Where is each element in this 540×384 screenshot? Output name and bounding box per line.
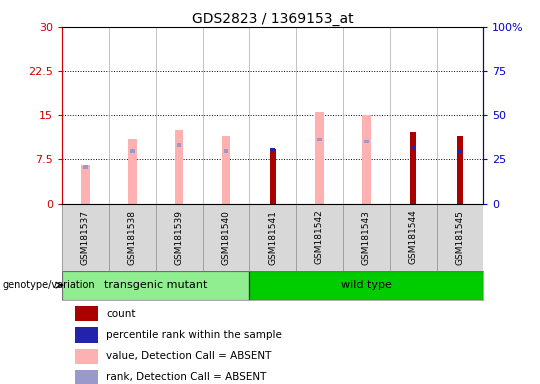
Bar bbox=[62, 271, 249, 300]
Bar bbox=[75, 349, 98, 364]
Bar bbox=[411, 146, 415, 149]
Text: GSM181538: GSM181538 bbox=[128, 210, 137, 265]
Bar bbox=[271, 148, 275, 152]
Bar bbox=[175, 130, 183, 204]
Bar bbox=[130, 149, 134, 153]
Text: count: count bbox=[106, 309, 136, 319]
Bar bbox=[177, 144, 181, 147]
Bar bbox=[457, 136, 463, 204]
Text: GSM181537: GSM181537 bbox=[81, 210, 90, 265]
Bar bbox=[410, 132, 416, 204]
Text: GSM181544: GSM181544 bbox=[409, 210, 417, 265]
Text: rank, Detection Call = ABSENT: rank, Detection Call = ABSENT bbox=[106, 372, 267, 382]
Bar bbox=[222, 136, 230, 204]
Bar bbox=[362, 115, 370, 204]
Title: GDS2823 / 1369153_at: GDS2823 / 1369153_at bbox=[192, 12, 354, 26]
Text: wild type: wild type bbox=[341, 280, 392, 290]
Bar bbox=[75, 370, 98, 384]
Text: GSM181542: GSM181542 bbox=[315, 210, 324, 265]
Bar bbox=[270, 149, 275, 204]
Text: GSM181545: GSM181545 bbox=[455, 210, 464, 265]
Bar bbox=[317, 137, 322, 141]
Bar bbox=[364, 140, 369, 144]
Bar bbox=[315, 112, 323, 204]
Bar bbox=[82, 165, 90, 204]
Text: value, Detection Call = ABSENT: value, Detection Call = ABSENT bbox=[106, 351, 272, 361]
Bar bbox=[249, 271, 483, 300]
Text: percentile rank within the sample: percentile rank within the sample bbox=[106, 330, 282, 340]
Text: GSM181540: GSM181540 bbox=[221, 210, 231, 265]
Text: GSM181541: GSM181541 bbox=[268, 210, 277, 265]
Bar bbox=[128, 139, 137, 204]
Text: GSM181543: GSM181543 bbox=[362, 210, 371, 265]
Bar bbox=[224, 149, 228, 153]
Bar bbox=[457, 149, 462, 153]
Text: transgenic mutant: transgenic mutant bbox=[104, 280, 207, 290]
Text: genotype/variation: genotype/variation bbox=[3, 280, 96, 290]
Text: GSM181539: GSM181539 bbox=[174, 210, 184, 265]
Bar bbox=[75, 306, 98, 321]
Bar bbox=[83, 165, 88, 169]
Bar bbox=[75, 328, 98, 343]
